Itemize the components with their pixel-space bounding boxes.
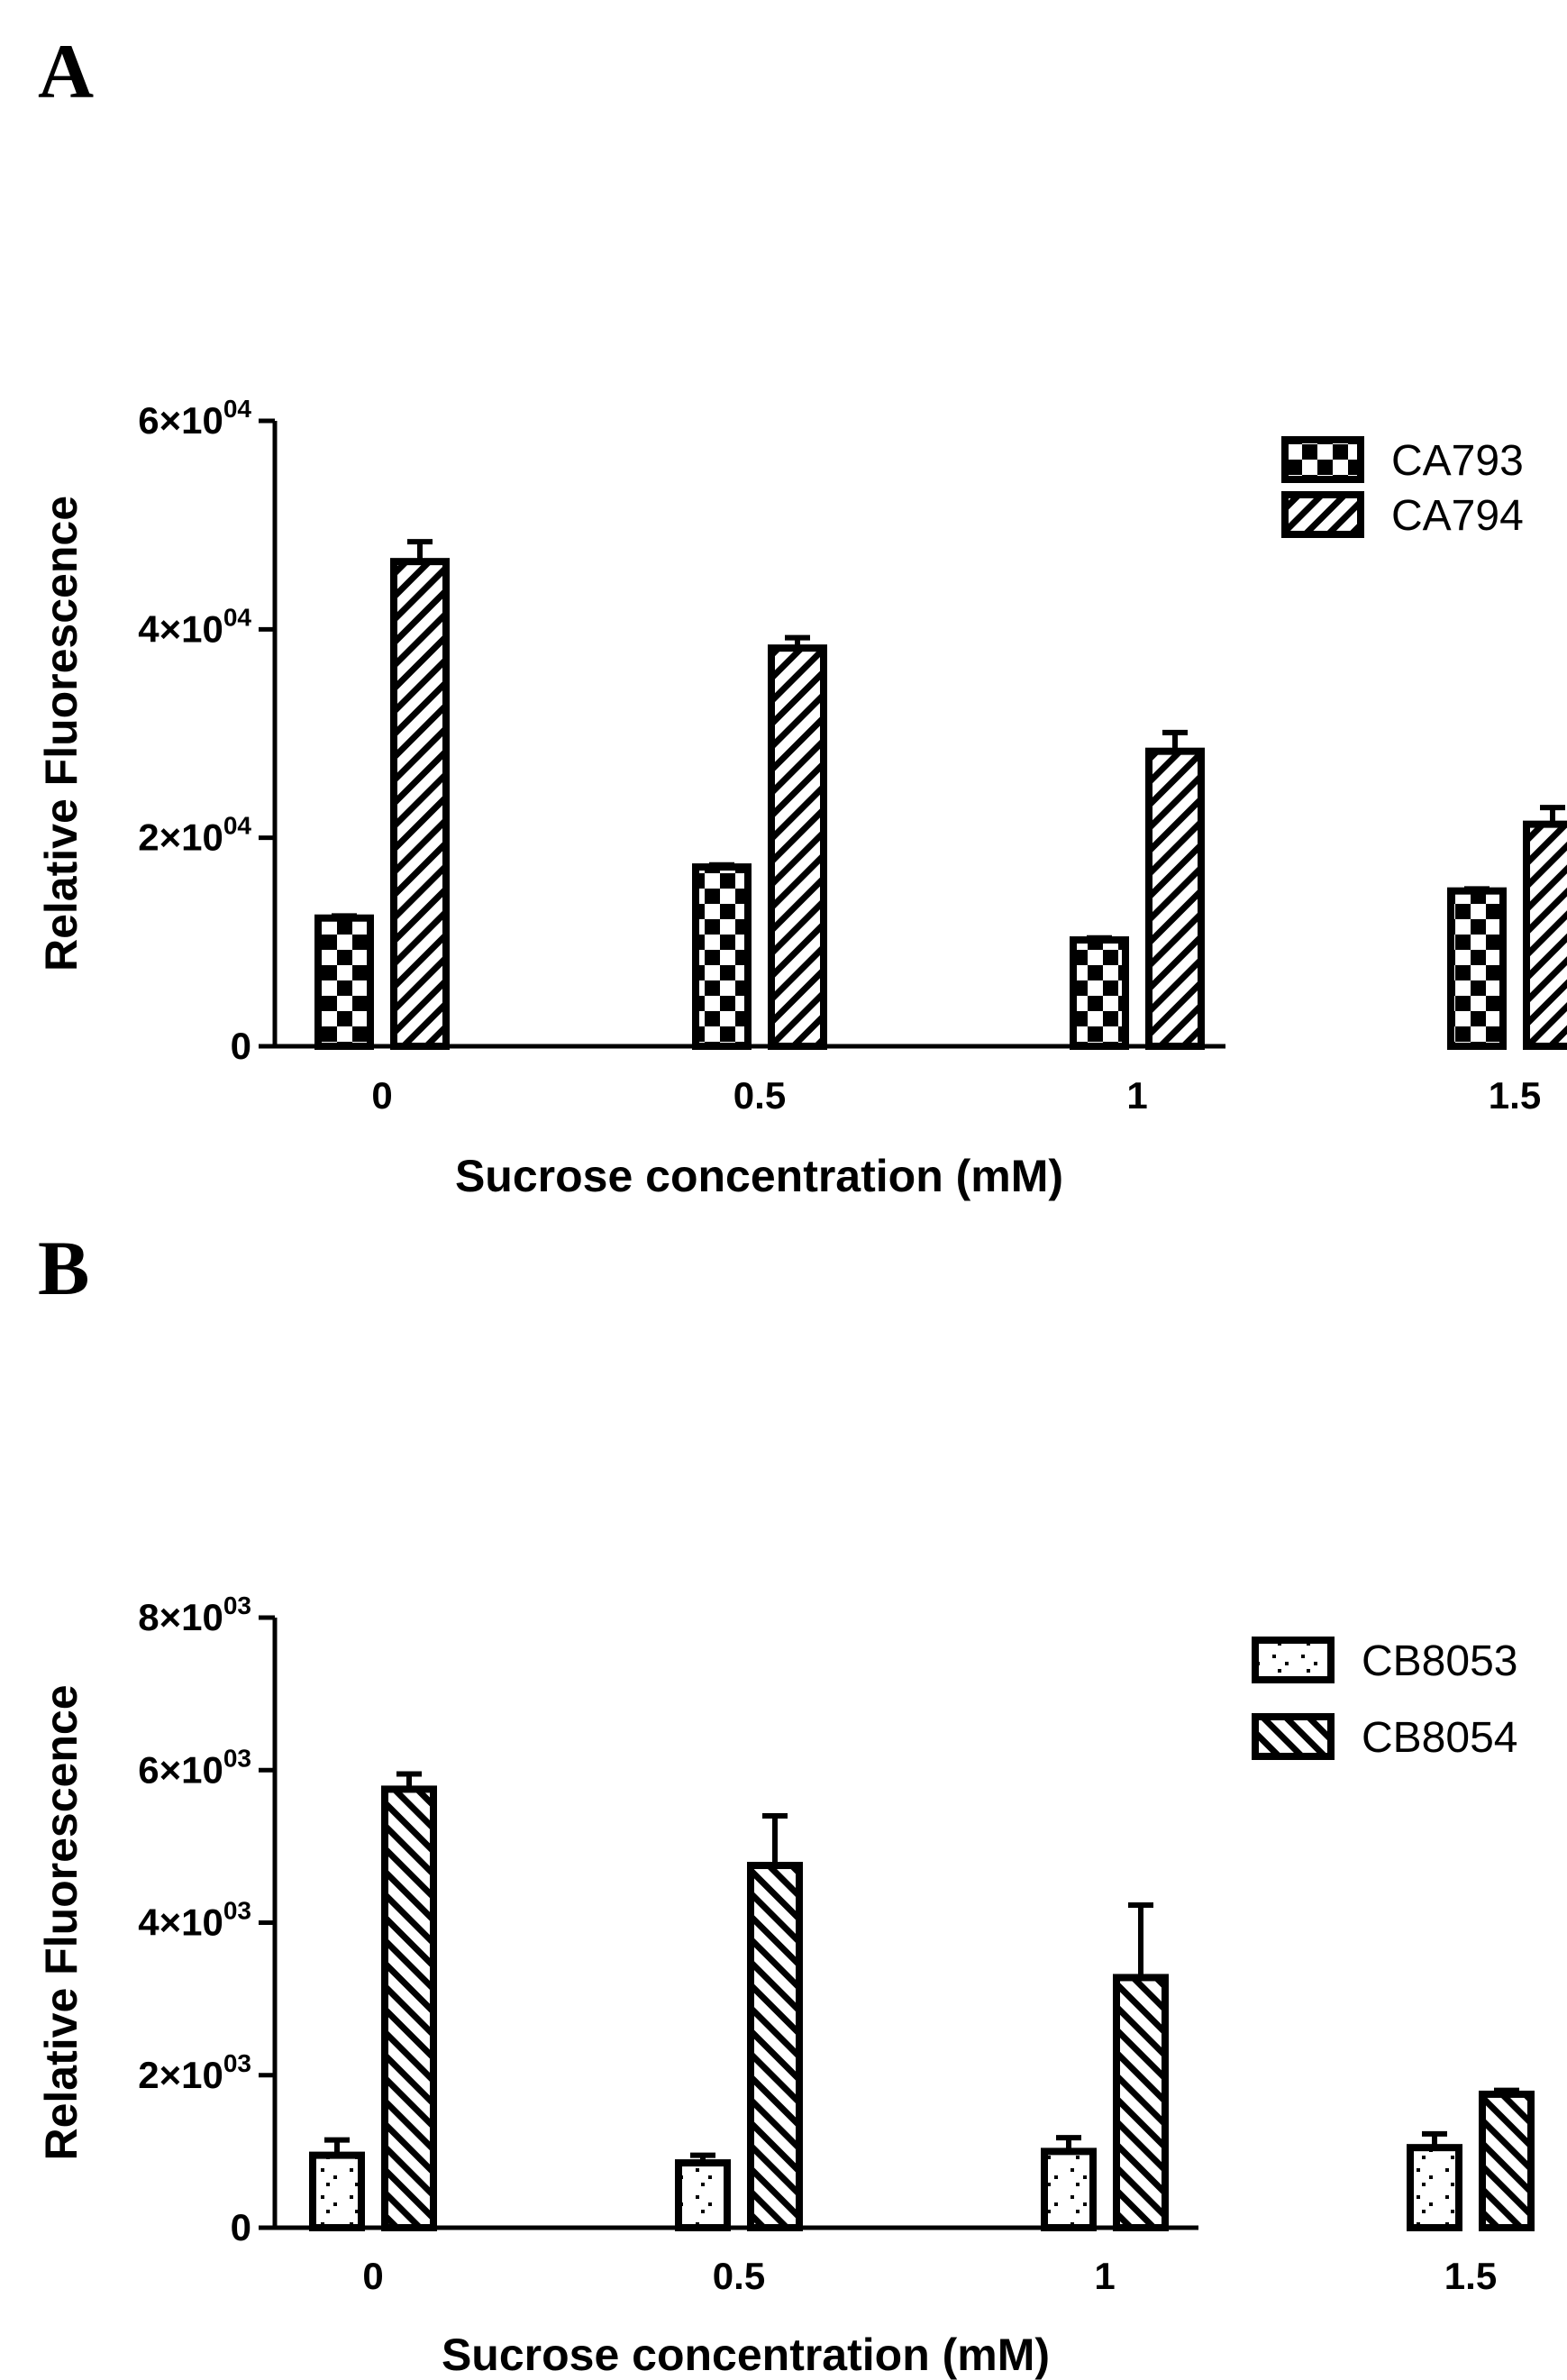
chart-panel-b: 0 2×1003 4×1003 6×1003 8×1003 Relative Fluore…	[36, 1591, 1535, 2380]
panel-a-bar-ca794-3	[1523, 820, 1567, 1050]
panel-a-y-tick-label: 2×1004	[138, 812, 251, 859]
panel-a-error-bar-ca793-2	[1087, 935, 1112, 941]
panel-a-bar-ca793-2	[1070, 936, 1129, 1051]
panel-a-x-tick-label: 1.5	[1489, 1074, 1541, 1117]
panel-a-y-axis-title: Relative Fluorescence	[36, 496, 87, 971]
panel-a-legend-label-ca794: CA794	[1391, 492, 1524, 540]
panel-a-bar-ca793-1	[692, 863, 752, 1051]
panel-b-bar-cb8054-3	[1479, 2090, 1535, 2231]
panel-b-y-tick-label: 0	[231, 2206, 251, 2248]
panel-b-bar-cb8053-1	[675, 2159, 731, 2232]
panel-a-y-tick-label: 6×1004	[138, 395, 251, 442]
panel-a-y-tick-label: 4×1004	[138, 603, 251, 650]
panel-b-y-tick-label: 4×1003	[138, 1897, 251, 1944]
panel-a-bar-ca794-1	[768, 644, 827, 1050]
panel-a-legend-swatch-ca794	[1281, 491, 1364, 538]
panel-b-legend-swatch-cb8054	[1252, 1713, 1335, 1760]
panel-b-y-tick-label: 2×1003	[138, 2049, 251, 2096]
panel-b-bar-cb8053-3	[1407, 2144, 1462, 2232]
panel-b-error-bar-cb8054-3	[1494, 2087, 1519, 2094]
panel-a-x-axis-title: Sucrose concentration (mM)	[455, 1151, 1063, 1201]
panel-a-legend-swatch-ca793	[1281, 436, 1364, 483]
panel-b-x-tick-label: 1.5	[1444, 2255, 1497, 2297]
panel-b-error-bar-cb8054-1	[762, 1813, 788, 1866]
panel-a-error-bar-ca794-2	[1162, 729, 1188, 752]
panel-b-error-bar-cb8053-2	[1056, 2135, 1081, 2152]
panel-b-error-bar-cb8053-1	[690, 2152, 715, 2164]
panel-a-error-bar-ca794-3	[1540, 805, 1565, 825]
panel-b-error-bar-cb8054-0	[396, 1771, 422, 1790]
panel-b-x-tick-label: 0.5	[713, 2255, 765, 2297]
panel-b-bar-cb8053-0	[309, 2151, 365, 2231]
panel-a-error-bar-ca794-1	[785, 634, 810, 649]
panel-a-error-bar-ca794-0	[407, 539, 433, 562]
panel-b-x-tick-label: 0	[362, 2255, 383, 2297]
panel-a-error-bar-ca793-0	[332, 913, 357, 919]
panel-a-legend-label-ca793: CA793	[1391, 437, 1524, 485]
panel-b-y-axis-title: Relative Fluorescence	[36, 1684, 87, 2160]
panel-a-x-tick-label: 0.5	[733, 1074, 786, 1117]
panel-a-bar-ca793-0	[314, 914, 374, 1050]
panel-a-x-tick-label: 1	[1126, 1074, 1147, 1117]
panel-b-error-bar-cb8054-2	[1128, 1902, 1153, 1978]
panel-b-legend-swatch-cb8053	[1252, 1637, 1335, 1683]
panel-b-bar-cb8054-0	[381, 1785, 437, 2231]
panel-a-bar-ca794-2	[1145, 747, 1205, 1050]
panel-a-error-bar-ca793-3	[1464, 886, 1490, 892]
panel-a-y-tick-label: 0	[231, 1025, 251, 1067]
panel-b-y-tick-label: 8×1003	[138, 1591, 251, 1638]
panel-b-bar-cb8054-2	[1113, 1974, 1169, 2231]
panel-b-y-tick-label: 6×1003	[138, 1744, 251, 1791]
panel-a-x-tick-label: 0	[371, 1074, 392, 1117]
panel-b-x-tick-label: 1	[1094, 2255, 1115, 2297]
panel-label-b: B	[38, 1225, 89, 1311]
panel-b-bar-cb8054-1	[747, 1862, 803, 2231]
panel-b-legend-label-cb8054: CB8054	[1362, 1714, 1517, 1762]
panel-b-legend-label-cb8053: CB8053	[1362, 1637, 1517, 1685]
chart-panel-a: 0 2×1004 4×1004 6×1004 Relative Fluorescence…	[36, 395, 1567, 1201]
panel-a-bar-ca793-3	[1447, 887, 1507, 1051]
panel-b-error-bar-cb8053-0	[324, 2137, 350, 2156]
panel-a-bar-ca794-0	[390, 558, 450, 1050]
panel-b-bar-cb8053-2	[1041, 2147, 1097, 2231]
panel-label-a: A	[38, 28, 94, 114]
panel-a-error-bar-ca793-1	[709, 862, 734, 868]
panel-b-error-bar-cb8053-3	[1422, 2130, 1447, 2148]
panel-b-x-axis-title: Sucrose concentration (mM)	[442, 2330, 1050, 2380]
